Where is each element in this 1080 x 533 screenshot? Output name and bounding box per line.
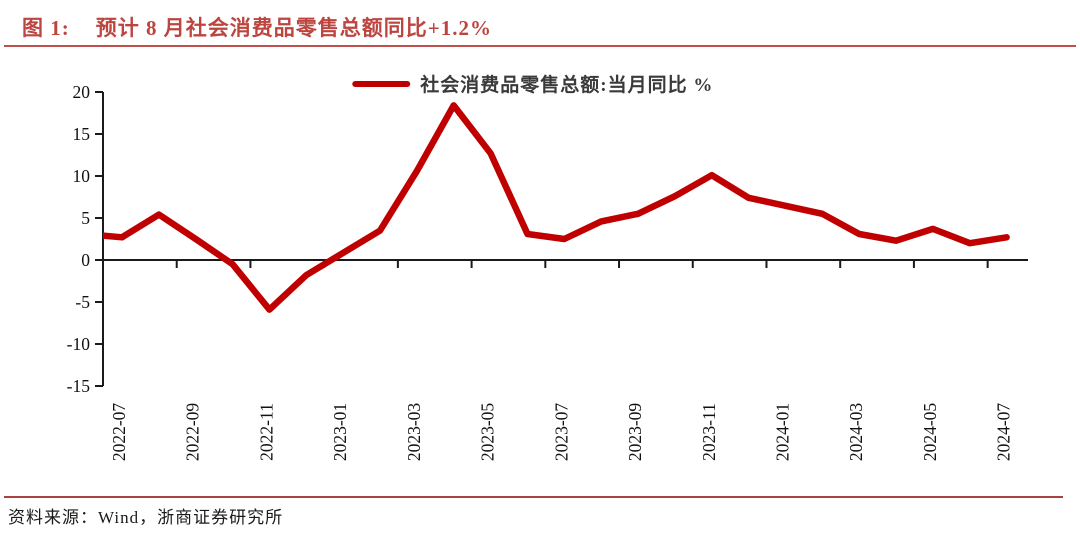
- figure-title: 预计 8 月社会消费品零售总额同比+1.2%: [95, 16, 492, 40]
- x-tick-label: 2023-01: [330, 403, 350, 461]
- x-tick-label: 2024-05: [920, 403, 940, 462]
- y-tick-label: 20: [73, 82, 91, 102]
- x-tick-label: 2023-07: [551, 403, 571, 462]
- x-tick-label: 2023-09: [625, 403, 645, 462]
- x-tick-label: 2022-07: [109, 403, 129, 462]
- data-source-note: 资料来源：Wind，浙商证券研究所: [8, 508, 284, 527]
- x-tick-label: 2022-09: [183, 403, 203, 462]
- footer-divider-rule: [4, 496, 1063, 498]
- y-tick-label: -5: [75, 292, 90, 312]
- y-tick-label: 15: [73, 124, 91, 144]
- y-tick-label: 10: [73, 166, 91, 186]
- data-series: [103, 102, 1010, 313]
- x-tick-label: 2022-11: [256, 403, 276, 461]
- x-tick-label: 2024-03: [846, 403, 866, 462]
- y-tick-label: -10: [67, 334, 91, 354]
- tick-labels: 20 15 10 5 0 -5 -10 -15 2022-07 2022-09 2022-11 202…: [67, 82, 1014, 461]
- x-tick-label: 2023-03: [404, 403, 424, 462]
- legend-line-swatch: [352, 80, 411, 87]
- x-tick-label: 2024-07: [994, 403, 1014, 462]
- retail-sales-yoy-line: [103, 102, 1010, 313]
- y-tick-label: 5: [81, 208, 90, 228]
- figure-title-row: 图 1: 预计 8 月社会消费品零售总额同比+1.2%: [22, 12, 492, 42]
- figure-number-label: 图 1:: [22, 16, 70, 40]
- axes: [95, 91, 1028, 387]
- x-tick-label: 2023-11: [699, 403, 719, 461]
- x-tick-label: 2023-05: [478, 403, 498, 462]
- x-tick-label: 2024-01: [772, 403, 792, 461]
- y-tick-label: -15: [67, 376, 91, 396]
- chart-legend: 社会消费品零售总额:当月同比 %: [352, 70, 713, 97]
- title-divider-rule: [4, 45, 1076, 47]
- y-tick-label: 0: [81, 250, 90, 270]
- legend-series-label: 社会消费品零售总额:当月同比 %: [420, 75, 714, 96]
